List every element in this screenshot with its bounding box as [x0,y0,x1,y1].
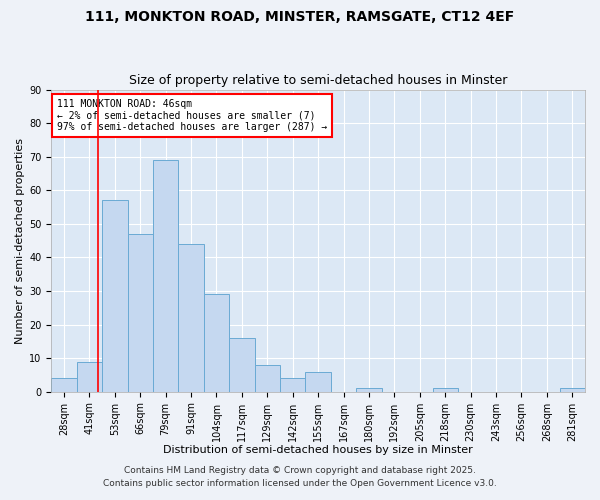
Bar [204,294,229,392]
Bar [128,234,153,392]
Text: 111, MONKTON ROAD, MINSTER, RAMSGATE, CT12 4EF: 111, MONKTON ROAD, MINSTER, RAMSGATE, CT… [85,10,515,24]
Bar [229,338,254,392]
Bar [178,244,204,392]
Bar [356,388,382,392]
Bar [51,378,77,392]
Bar [433,388,458,392]
Y-axis label: Number of semi-detached properties: Number of semi-detached properties [15,138,25,344]
Title: Size of property relative to semi-detached houses in Minster: Size of property relative to semi-detach… [129,74,508,87]
Bar [102,200,128,392]
Bar [280,378,305,392]
Bar [305,372,331,392]
Bar [77,362,102,392]
Text: 111 MONKTON ROAD: 46sqm
← 2% of semi-detached houses are smaller (7)
97% of semi: 111 MONKTON ROAD: 46sqm ← 2% of semi-det… [56,98,327,132]
Bar [560,388,585,392]
Bar [153,160,178,392]
Text: Contains HM Land Registry data © Crown copyright and database right 2025.
Contai: Contains HM Land Registry data © Crown c… [103,466,497,487]
X-axis label: Distribution of semi-detached houses by size in Minster: Distribution of semi-detached houses by … [163,445,473,455]
Bar [254,365,280,392]
